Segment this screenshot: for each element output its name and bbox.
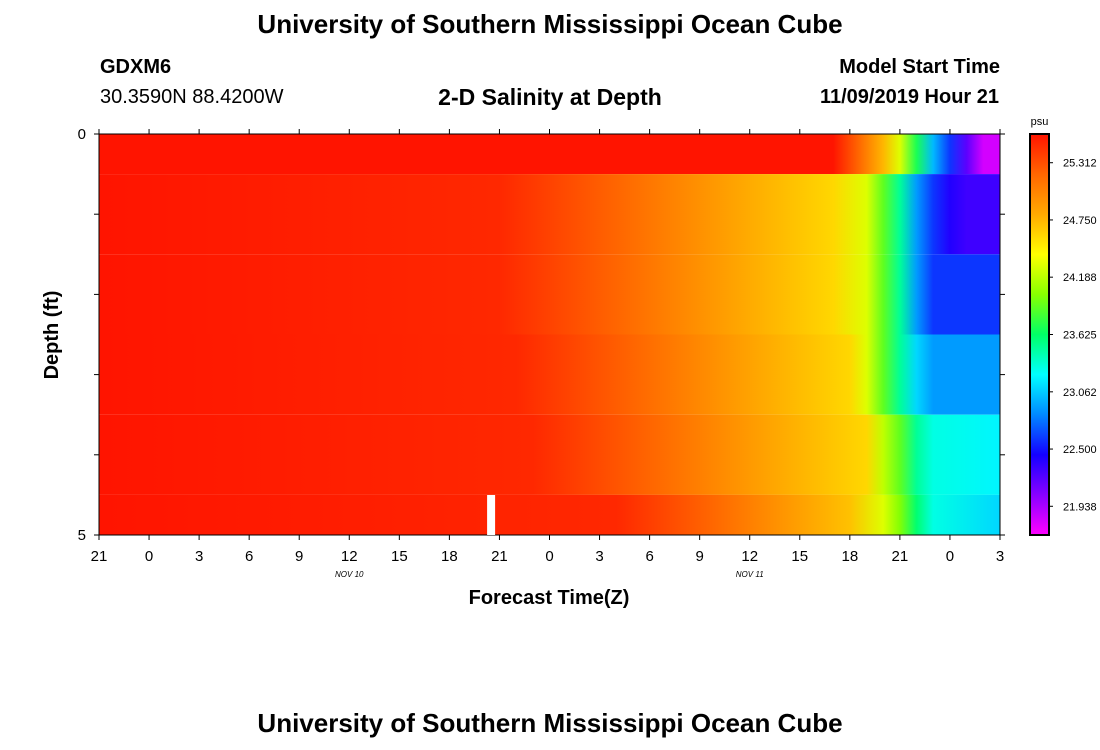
station-id: GDXM6 bbox=[100, 56, 172, 78]
now-marker bbox=[487, 495, 496, 535]
x-tick-label: 3 bbox=[195, 548, 203, 565]
x-tick-label: 21 bbox=[91, 548, 108, 565]
y-axis-title: Depth (ft) bbox=[41, 291, 63, 380]
station-coordinates: 30.3590N 88.4200W bbox=[100, 86, 284, 108]
depth-layer-5 bbox=[99, 414, 1000, 495]
colorbar-tick-label: 25.312 bbox=[1063, 158, 1097, 170]
page-title: University of Southern Mississippi Ocean… bbox=[257, 9, 843, 39]
x-tick-label: 3 bbox=[996, 548, 1004, 565]
footer-title: University of Southern Mississippi Ocean… bbox=[257, 708, 843, 738]
depth-layer-4 bbox=[99, 334, 1000, 415]
x-tick-label: 21 bbox=[892, 548, 909, 565]
model-start-label: Model Start Time bbox=[839, 56, 1000, 78]
date-label: NOV 11 bbox=[736, 570, 764, 579]
x-tick-label: 15 bbox=[791, 548, 808, 565]
colorbar-tick-label: 24.750 bbox=[1063, 215, 1097, 227]
x-tick-label: 21 bbox=[491, 548, 508, 565]
colorbar-tick-label: 22.500 bbox=[1063, 444, 1097, 456]
x-tick-label: 12 bbox=[741, 548, 758, 565]
depth-layer-1 bbox=[99, 134, 1000, 175]
y-tick-label: 5 bbox=[78, 527, 86, 544]
plot-title: 2-D Salinity at Depth bbox=[438, 84, 662, 110]
x-tick-label: 15 bbox=[391, 548, 408, 565]
date-label: NOV 10 bbox=[335, 570, 364, 579]
x-axis-title: Forecast Time(Z) bbox=[469, 587, 630, 609]
x-tick-label: 9 bbox=[695, 548, 703, 565]
depth-layer-3 bbox=[99, 254, 1000, 335]
x-tick-label: 18 bbox=[441, 548, 458, 565]
colorbar-tick-label: 21.938 bbox=[1063, 501, 1097, 513]
x-tick-label: 6 bbox=[245, 548, 253, 565]
x-tick-label: 9 bbox=[295, 548, 303, 565]
model-start-value: 11/09/2019 Hour 21 bbox=[819, 86, 999, 108]
x-tick-label: 6 bbox=[645, 548, 653, 565]
colorbar-unit: psu bbox=[1031, 116, 1049, 128]
colorbar-scale bbox=[1029, 133, 1050, 536]
x-tick-label: 0 bbox=[545, 548, 553, 565]
x-tick-label: 12 bbox=[341, 548, 358, 565]
colorbar-tick-label: 24.188 bbox=[1063, 272, 1097, 284]
colorbar-tick-label: 23.625 bbox=[1063, 330, 1097, 342]
depth-layer-6 bbox=[99, 494, 1000, 535]
x-tick-label: 0 bbox=[946, 548, 954, 565]
x-tick-label: 0 bbox=[145, 548, 153, 565]
depth-layer-2 bbox=[99, 174, 1000, 255]
y-tick-label: 0 bbox=[78, 126, 86, 143]
x-tick-label: 3 bbox=[595, 548, 603, 565]
colorbar-tick-label: 23.062 bbox=[1063, 387, 1097, 399]
x-tick-label: 18 bbox=[841, 548, 858, 565]
